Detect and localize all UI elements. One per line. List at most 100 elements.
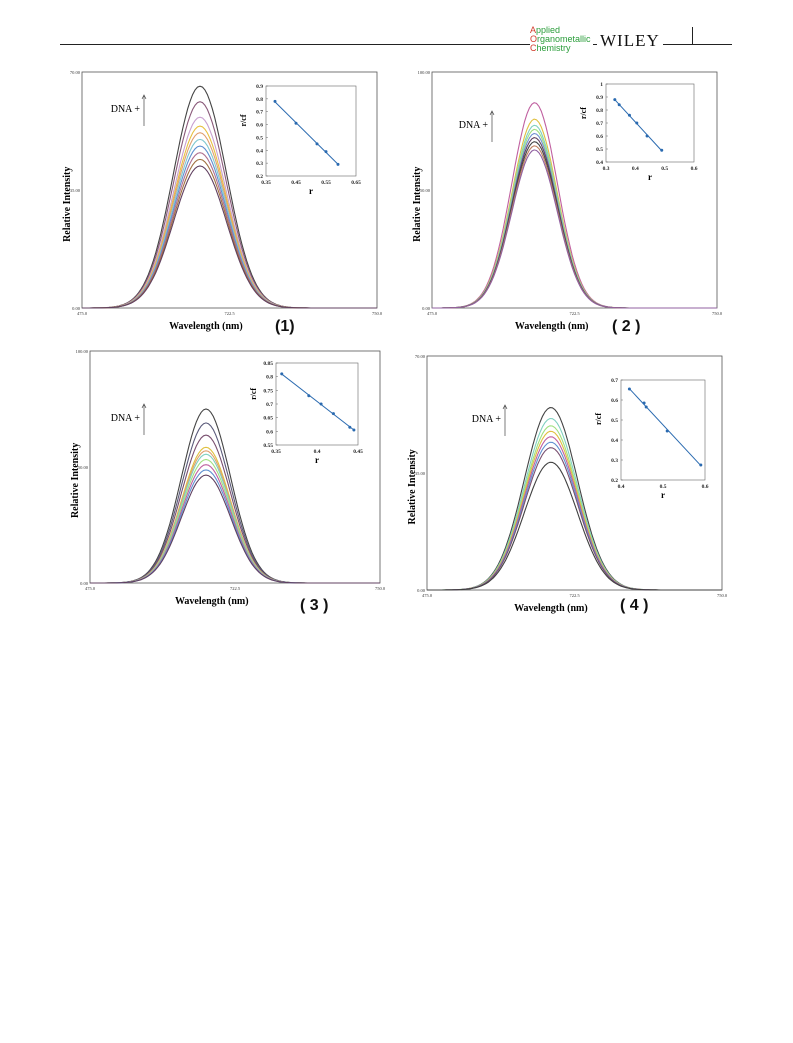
inset-y-label: r/cf <box>239 114 248 126</box>
x-axis-label: Wavelength (nm) <box>169 321 243 332</box>
spectrum-curve <box>82 158 377 309</box>
header-bar <box>692 27 693 44</box>
inset-y-tick: 0.85 <box>263 361 273 367</box>
inset-y-tick: 0.3 <box>611 458 618 464</box>
journal-logo: Applied Organometallic Chemistry <box>530 25 593 53</box>
y-tick-label: 35.00 <box>415 471 426 476</box>
inset-y-tick: 0.65 <box>263 416 273 422</box>
figure-panel-3: 0.00 50.00 100.00 475.0 722.5 750.0 Relative I… <box>70 349 386 607</box>
spectrum-curve <box>90 453 380 584</box>
spectrum-curve <box>90 464 380 584</box>
y-tick-label: 50.00 <box>420 188 431 193</box>
inset-y-tick: 0.5 <box>596 147 603 153</box>
x-axis-label: Wavelength (nm) <box>514 603 588 614</box>
spectrum-curve <box>90 458 380 584</box>
inset-data-point <box>273 99 277 103</box>
spectrum-curve <box>90 434 380 584</box>
x-axis-label: Wavelength (nm) <box>515 321 589 332</box>
arrow-head-icon <box>489 110 495 116</box>
arrow-head-icon <box>141 403 147 409</box>
spectrum-curve <box>432 141 717 309</box>
inset-data-point <box>665 429 669 433</box>
inset-data-point <box>331 412 335 416</box>
panel-label: ( 3 ) <box>300 597 329 614</box>
inset-y-tick: 0.6 <box>611 398 618 404</box>
inset-x-tick: 0.65 <box>351 180 361 186</box>
spectrum-curve <box>90 422 380 584</box>
inset-y-tick: 0.6 <box>596 134 603 140</box>
x-axis-label: Wavelength (nm) <box>175 596 249 607</box>
inset-y-tick: 0.75 <box>263 388 273 394</box>
inset-x-tick: 0.35 <box>261 180 271 186</box>
inset-data-point <box>635 121 639 125</box>
inset-y-tick: 0.5 <box>611 418 618 424</box>
spectrum-curve <box>90 469 380 584</box>
spectrum-curve <box>90 474 380 584</box>
y-tick-label: 0.00 <box>80 581 89 586</box>
spectrum-curve <box>82 165 377 309</box>
inset-data-point <box>642 401 646 405</box>
inset-x-tick: 0.6 <box>702 484 709 490</box>
y-tick-label: 0.00 <box>417 588 426 593</box>
inset-x-tick: 0.4 <box>632 166 639 172</box>
inset-data-point <box>294 121 298 125</box>
inset-data-point <box>319 402 323 406</box>
y-axis-label: Relative Intensity <box>412 167 423 242</box>
inset-data-point <box>324 150 328 154</box>
inset-fit-line <box>281 373 355 431</box>
inset-y-tick: 0.7 <box>266 402 273 408</box>
y-tick-label: 70.00 <box>415 354 426 359</box>
plot-frame <box>81 71 378 309</box>
inset-data-point <box>613 98 617 102</box>
inset-x-tick: 0.55 <box>321 180 331 186</box>
x-tick-label: 475.0 <box>422 593 433 598</box>
inset-fit-line <box>629 388 702 466</box>
spectrum-curve <box>432 137 717 309</box>
inset-x-label: r <box>661 490 665 500</box>
spectrum-curve <box>432 149 717 309</box>
panel-label: (1) <box>275 318 295 335</box>
x-tick-label: 750.0 <box>717 593 728 598</box>
spectrum-curve <box>427 461 722 591</box>
plot-frame <box>431 71 718 309</box>
inset-y-tick: 0.6 <box>256 123 263 129</box>
figure-panel-1: 0.00 35.00 70.00 475.0 722.5 750.0 Relative In… <box>62 70 383 332</box>
publisher-logo: WILEY <box>597 31 663 51</box>
arrow-head-icon <box>141 94 147 100</box>
inset-y-tick: 0.7 <box>611 378 618 384</box>
inset-y-label: r/cf <box>579 107 588 119</box>
inset-y-tick: 0.2 <box>611 478 618 484</box>
x-tick-label: 750.0 <box>712 311 723 316</box>
inset-y-tick: 0.4 <box>256 148 263 154</box>
inset-x-tick: 0.6 <box>691 166 698 172</box>
x-tick-label: 722.5 <box>569 311 580 316</box>
inset-x-label: r <box>315 455 319 465</box>
inset-x-tick: 0.35 <box>271 449 281 455</box>
inset-y-label: r/cf <box>249 388 258 400</box>
inset-y-tick: 0.8 <box>266 375 273 381</box>
y-tick-label: 35.00 <box>70 188 81 193</box>
inset-x-tick: 0.45 <box>291 180 301 186</box>
y-tick-label: 50.00 <box>78 465 89 470</box>
inset-data-point <box>280 372 284 376</box>
inset-x-label: r <box>309 186 313 196</box>
inset-y-tick: 0.9 <box>256 84 263 90</box>
inset-x-tick: 0.4 <box>618 484 625 490</box>
dna-label: DNA + <box>472 414 502 425</box>
y-tick-label: 0.00 <box>72 306 81 311</box>
figure-panel-4: 0.00 35.00 70.00 475.0 722.5 750.0 Relative In… <box>407 354 728 614</box>
inset-y-tick: 0.4 <box>596 160 603 166</box>
x-tick-label: 475.0 <box>85 586 96 591</box>
y-axis-label: Relative Intensity <box>62 167 73 242</box>
inset-y-tick: 0.8 <box>256 97 263 103</box>
x-tick-label: 475.0 <box>77 311 88 316</box>
x-tick-label: 722.5 <box>224 311 235 316</box>
inset-data-point <box>627 387 631 391</box>
x-tick-label: 722.5 <box>230 586 241 591</box>
y-tick-label: 70.00 <box>70 70 81 75</box>
inset-data-point <box>644 405 648 409</box>
inset-x-tick: 0.5 <box>661 166 668 172</box>
x-tick-label: 750.0 <box>375 586 386 591</box>
y-axis-label: Relative Intensity <box>70 443 81 518</box>
inset-y-tick: 1 <box>600 82 603 88</box>
